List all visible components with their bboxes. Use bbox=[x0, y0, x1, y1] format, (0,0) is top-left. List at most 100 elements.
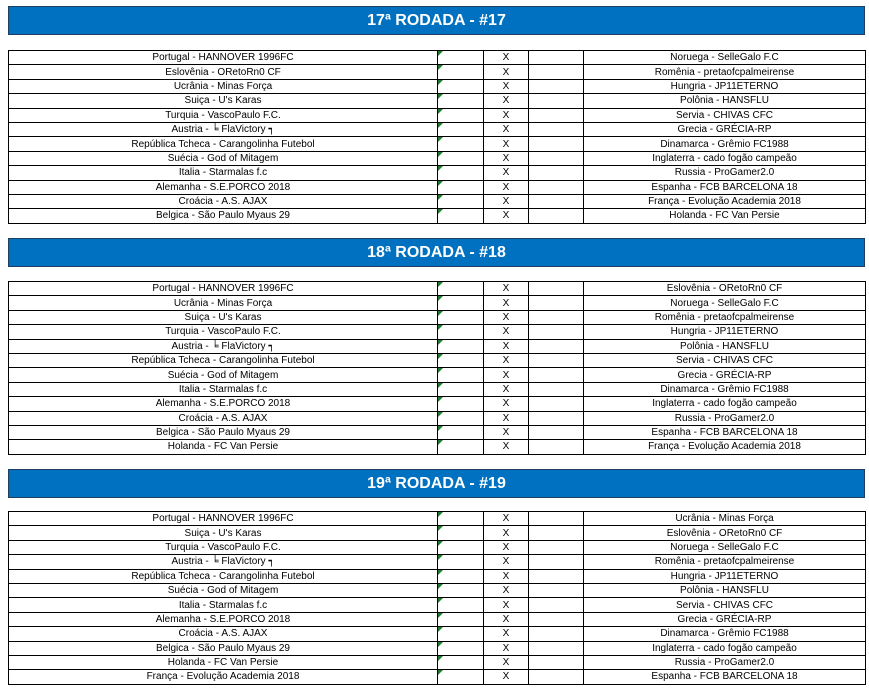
home-score-cell[interactable] bbox=[437, 208, 484, 224]
home-score-cell[interactable] bbox=[437, 107, 484, 123]
away-score-cell[interactable] bbox=[528, 150, 584, 167]
home-score-cell[interactable] bbox=[437, 510, 484, 527]
away-score-cell[interactable] bbox=[528, 324, 584, 340]
home-score-cell[interactable] bbox=[437, 309, 484, 326]
away-team: Russia - ProGamer2.0 bbox=[583, 410, 866, 426]
away-score-cell[interactable] bbox=[528, 280, 584, 297]
home-score-cell[interactable] bbox=[437, 136, 484, 152]
away-score-cell[interactable] bbox=[528, 367, 584, 383]
home-score-cell[interactable] bbox=[437, 93, 484, 109]
home-score-cell[interactable] bbox=[437, 367, 484, 383]
away-score-cell[interactable] bbox=[528, 640, 584, 656]
home-score-cell[interactable] bbox=[437, 439, 484, 455]
away-team: Noruega - SelleGalo F.C bbox=[583, 49, 866, 66]
match-row: Suécia - God of Mitagem X Inglaterra - cad… bbox=[8, 150, 866, 167]
away-score-cell[interactable] bbox=[528, 78, 584, 95]
versus-separator: X bbox=[483, 324, 529, 340]
away-team: Hungria - JP11ETERNO bbox=[583, 78, 866, 95]
home-score-cell[interactable] bbox=[437, 165, 484, 181]
match-row: Turquia - VascoPaulo F.C. X Hungria - JP11… bbox=[8, 324, 866, 340]
away-score-cell[interactable] bbox=[528, 568, 584, 584]
home-score-cell[interactable] bbox=[437, 424, 484, 441]
home-score-cell[interactable] bbox=[437, 352, 484, 369]
home-score-cell[interactable] bbox=[437, 611, 484, 628]
away-score-cell[interactable] bbox=[528, 49, 584, 66]
home-score-cell[interactable] bbox=[437, 150, 484, 167]
home-score-cell[interactable] bbox=[437, 396, 484, 412]
away-score-cell[interactable] bbox=[528, 381, 584, 398]
home-score-cell[interactable] bbox=[437, 49, 484, 66]
away-score-cell[interactable] bbox=[528, 136, 584, 152]
home-score-cell[interactable] bbox=[437, 654, 484, 671]
away-score-cell[interactable] bbox=[528, 611, 584, 628]
home-team: Turquia - VascoPaulo F.C. bbox=[8, 539, 438, 556]
away-score-cell[interactable] bbox=[528, 338, 584, 354]
away-score-cell[interactable] bbox=[528, 554, 584, 570]
away-score-cell[interactable] bbox=[528, 539, 584, 556]
away-score-cell[interactable] bbox=[528, 654, 584, 671]
home-score-cell[interactable] bbox=[437, 554, 484, 570]
home-score-cell[interactable] bbox=[437, 525, 484, 541]
home-team: Alemanha - S.E.PORCO 2018 bbox=[8, 179, 438, 195]
home-score-cell[interactable] bbox=[437, 295, 484, 311]
away-score-cell[interactable] bbox=[528, 396, 584, 412]
match-row: Croácia - A.S. AJAX X França - Evolução Ac… bbox=[8, 193, 866, 210]
home-score-cell[interactable] bbox=[437, 539, 484, 556]
away-score-cell[interactable] bbox=[528, 626, 584, 642]
home-team: Portugal - HANNOVER 1996FC bbox=[8, 49, 438, 66]
away-team: Dinamarca - Grêmio FC1988 bbox=[583, 136, 866, 152]
away-team: Russia - ProGamer2.0 bbox=[583, 165, 866, 181]
versus-separator: X bbox=[483, 295, 529, 311]
away-score-cell[interactable] bbox=[528, 424, 584, 441]
away-score-cell[interactable] bbox=[528, 193, 584, 210]
home-team: França - Evolução Academia 2018 bbox=[8, 669, 438, 685]
match-row: Portugal - HANNOVER 1996FC X Noruega - Sel… bbox=[8, 49, 866, 66]
home-score-cell[interactable] bbox=[437, 78, 484, 95]
away-score-cell[interactable] bbox=[528, 510, 584, 527]
match-row: Ucrânia - Minas Força X Hungria - JP11ETER… bbox=[8, 78, 866, 95]
away-score-cell[interactable] bbox=[528, 669, 584, 685]
away-score-cell[interactable] bbox=[528, 208, 584, 224]
away-score-cell[interactable] bbox=[528, 165, 584, 181]
home-team: Holanda - FC Van Persie bbox=[8, 654, 438, 671]
home-team: Belgica - São Paulo Myaus 29 bbox=[8, 424, 438, 441]
away-team: Romênia - pretaofcpalmeirense bbox=[583, 309, 866, 326]
away-score-cell[interactable] bbox=[528, 295, 584, 311]
away-score-cell[interactable] bbox=[528, 439, 584, 455]
home-score-cell[interactable] bbox=[437, 193, 484, 210]
away-score-cell[interactable] bbox=[528, 93, 584, 109]
away-score-cell[interactable] bbox=[528, 179, 584, 195]
home-score-cell[interactable] bbox=[437, 582, 484, 599]
home-score-cell[interactable] bbox=[437, 324, 484, 340]
versus-separator: X bbox=[483, 136, 529, 152]
away-score-cell[interactable] bbox=[528, 107, 584, 123]
away-score-cell[interactable] bbox=[528, 597, 584, 613]
home-score-cell[interactable] bbox=[437, 64, 484, 80]
home-score-cell[interactable] bbox=[437, 410, 484, 426]
home-score-cell[interactable] bbox=[437, 381, 484, 398]
home-team: Belgica - São Paulo Myaus 29 bbox=[8, 640, 438, 656]
away-score-cell[interactable] bbox=[528, 64, 584, 80]
home-score-cell[interactable] bbox=[437, 626, 484, 642]
home-score-cell[interactable] bbox=[437, 597, 484, 613]
versus-separator: X bbox=[483, 582, 529, 599]
home-score-cell[interactable] bbox=[437, 280, 484, 297]
away-score-cell[interactable] bbox=[528, 352, 584, 369]
away-score-cell[interactable] bbox=[528, 121, 584, 138]
away-score-cell[interactable] bbox=[528, 525, 584, 541]
home-team: Portugal - HANNOVER 1996FC bbox=[8, 510, 438, 527]
away-team: França - Evolução Academia 2018 bbox=[583, 439, 866, 455]
home-score-cell[interactable] bbox=[437, 568, 484, 584]
home-score-cell[interactable] bbox=[437, 338, 484, 354]
away-score-cell[interactable] bbox=[528, 410, 584, 426]
home-team: República Tcheca - Carangolinha Futebol bbox=[8, 568, 438, 584]
home-score-cell[interactable] bbox=[437, 640, 484, 656]
home-score-cell[interactable] bbox=[437, 179, 484, 195]
match-row: Suiça - U's Karas X Romênia - pretaofcpalm… bbox=[8, 309, 866, 326]
away-score-cell[interactable] bbox=[528, 582, 584, 599]
home-score-cell[interactable] bbox=[437, 669, 484, 685]
away-score-cell[interactable] bbox=[528, 309, 584, 326]
home-team: Italia - Starmalas f.c bbox=[8, 381, 438, 398]
away-team: Espanha - FCB BARCELONA 18 bbox=[583, 179, 866, 195]
home-score-cell[interactable] bbox=[437, 121, 484, 138]
